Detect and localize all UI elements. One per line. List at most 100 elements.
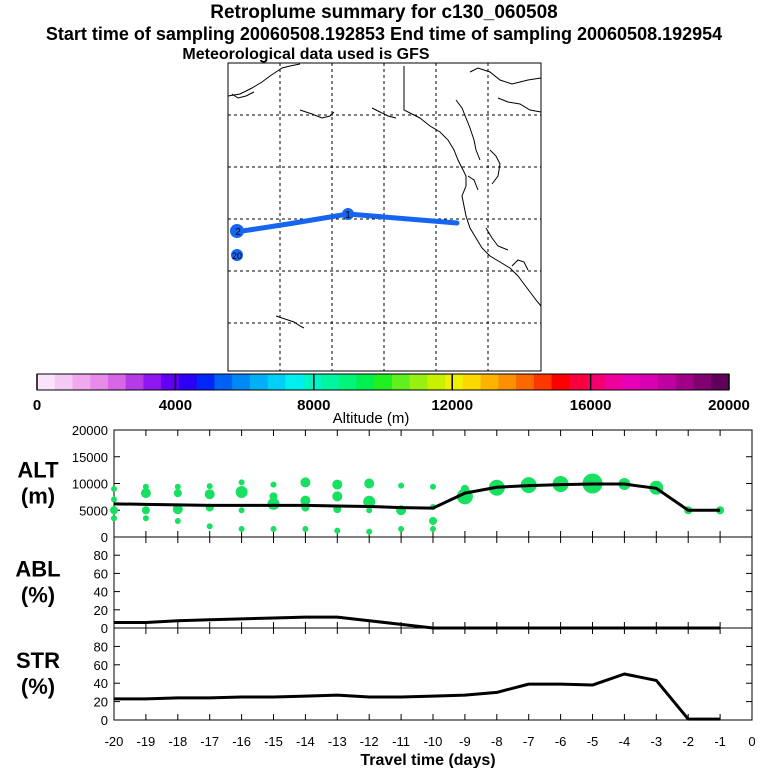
scatter-point — [238, 507, 245, 514]
colorbar-tick-label: 0 — [33, 397, 41, 414]
y-tick-label: 40 — [94, 676, 108, 691]
colorbar-swatch — [72, 374, 91, 390]
y-tick-label: 60 — [94, 658, 108, 673]
x-tick-label: -10 — [424, 734, 443, 749]
colorbar-swatch — [303, 374, 322, 390]
colorbar-swatch — [37, 374, 56, 390]
scatter-point — [334, 527, 341, 534]
colorbar-swatch — [622, 374, 641, 390]
colorbar-swatch — [658, 374, 677, 390]
x-tick-label: -9 — [459, 734, 471, 749]
colorbar-tick-label: 20000 — [708, 397, 750, 414]
trajectory-marker-day-20 — [231, 249, 243, 261]
scatter-point — [110, 506, 118, 515]
scatter-point — [300, 477, 311, 488]
x-tick-label: -20 — [105, 734, 124, 749]
scatter-point — [364, 478, 375, 489]
colorbar-swatch — [604, 374, 624, 390]
scatter-point — [140, 488, 151, 499]
y-axis-label: (%) — [21, 583, 55, 608]
x-tick-label: -1 — [714, 734, 726, 749]
scatter-point — [332, 479, 343, 490]
scatter-point — [172, 504, 183, 515]
x-tick-label: -14 — [296, 734, 315, 749]
x-tick-label: -19 — [137, 734, 156, 749]
y-axis-label: STR — [16, 648, 60, 673]
colorbar-swatch — [356, 374, 375, 390]
y-tick-label: 20 — [94, 603, 108, 618]
y-tick-label: 40 — [94, 585, 108, 600]
time-series-panels: 20000150001000050000ALT(m)806040200ABL(%… — [15, 423, 755, 768]
x-tick-label: -8 — [491, 734, 503, 749]
x-tick-label: -11 — [392, 734, 410, 749]
y-tick-label: 0 — [101, 530, 108, 545]
series-line — [114, 672, 721, 721]
scatter-point — [174, 517, 181, 524]
scatter-point — [111, 485, 117, 492]
trajectory-marker-day-2 — [230, 224, 244, 238]
scatter-point — [430, 525, 436, 532]
scatter-point — [235, 486, 248, 499]
colorbar-swatch — [445, 374, 464, 390]
panel-frame — [113, 627, 753, 721]
colorbar-swatch — [498, 374, 517, 390]
colorbar-swatch — [374, 374, 393, 390]
scatter-point — [206, 483, 213, 490]
met-data-note: Meteorological data used is GFS — [182, 46, 430, 63]
scatter-point — [142, 483, 149, 490]
scatter-point — [141, 506, 150, 515]
colorbar-swatch — [551, 374, 570, 390]
colorbar-swatch — [90, 374, 109, 390]
scatter-point — [267, 497, 280, 510]
colorbar-swatch — [569, 374, 588, 390]
colorbar-swatch — [125, 374, 144, 390]
scatter-point — [142, 515, 149, 522]
colorbar-tick-label: 16000 — [570, 397, 612, 414]
scatter-point — [302, 525, 309, 532]
trajectory-label-day-1: 1 — [345, 210, 351, 221]
scatter-point — [173, 489, 182, 498]
x-tick-label: -6 — [555, 734, 567, 749]
trajectory-path — [233, 211, 460, 235]
colorbar-swatch — [54, 374, 73, 390]
y-tick-label: 0 — [101, 621, 108, 636]
colorbar-swatch — [232, 374, 251, 390]
y-axis-label: ABL — [15, 557, 60, 582]
colorbar-tick-labels: 0 4000 8000 12000 16000 20000 — [33, 397, 750, 414]
colorbar-swatch — [693, 374, 712, 390]
scatter-point — [206, 523, 213, 530]
colorbar-swatch — [196, 374, 215, 390]
y-axis-label: (m) — [21, 484, 55, 509]
scatter-point — [366, 507, 373, 514]
y-tick-label: 20 — [94, 695, 108, 710]
scatter-point — [366, 528, 373, 535]
y-tick-label: 80 — [94, 548, 108, 563]
series-line — [113, 482, 721, 512]
colorbar-label: Altitude (m) — [333, 410, 410, 427]
scatter-point — [398, 525, 405, 532]
colorbar-swatch — [107, 374, 127, 390]
colorbar-swatch — [640, 374, 659, 390]
trajectory-marker-day-1 — [342, 208, 354, 220]
y-tick-label: 10000 — [72, 477, 108, 492]
coastlines — [227, 63, 542, 329]
colorbar-swatch — [516, 374, 535, 390]
scatter-point — [398, 482, 405, 489]
scatter-point — [111, 496, 117, 503]
colorbar-tick-label: 8000 — [297, 397, 330, 414]
trajectory-label-day-2: 2 — [235, 227, 241, 238]
colorbar-swatch — [143, 374, 162, 390]
scatter-point — [430, 483, 436, 490]
series-line — [114, 615, 721, 630]
colorbar-swatch — [285, 374, 304, 390]
x-tick-label: 0 — [748, 734, 755, 749]
colorbar-swatch — [462, 374, 482, 390]
scatter-point — [238, 525, 245, 532]
colorbar-tick-label: 12000 — [431, 397, 473, 414]
trajectory-label-day-20: 20 — [232, 251, 242, 261]
colorbar-swatch — [249, 374, 269, 390]
colorbar-swatch — [675, 374, 695, 390]
x-tick-label: -12 — [360, 734, 379, 749]
x-tick-label: -17 — [200, 734, 219, 749]
